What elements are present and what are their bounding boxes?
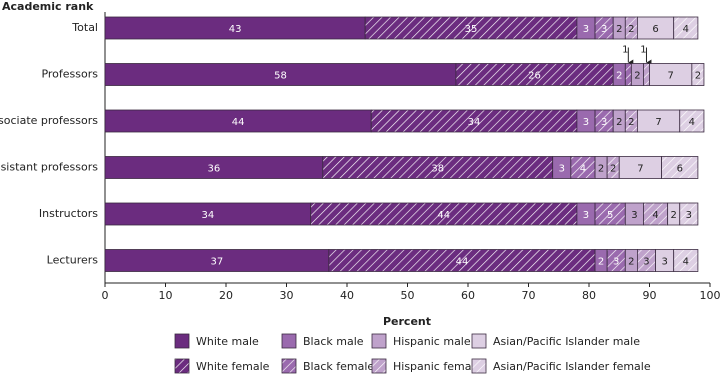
data-label: 3 [583, 24, 589, 35]
y-tick-label: Total [71, 21, 98, 34]
y-tick-label: Professors [41, 68, 98, 81]
data-label: 5 [607, 210, 613, 221]
x-tick-label: 60 [461, 289, 475, 302]
data-label: 3 [686, 210, 692, 221]
data-label: 44 [456, 257, 469, 268]
data-label: 7 [637, 164, 643, 175]
data-label: 26 [528, 71, 541, 82]
data-label: 3 [583, 210, 589, 221]
data-label: 36 [208, 164, 221, 175]
data-label: 2 [598, 257, 604, 268]
x-tick-label: 100 [700, 289, 720, 302]
data-label: 4 [689, 117, 695, 128]
data-label: 1 [640, 45, 646, 56]
data-label: 38 [431, 164, 444, 175]
bar-segment [691, 63, 705, 86]
x-tick-label: 80 [582, 289, 596, 302]
data-label: 37 [211, 257, 224, 268]
x-tick-label: 0 [102, 289, 109, 302]
data-label: 1 [622, 45, 628, 56]
legend-swatch [371, 333, 387, 349]
data-label: 3 [661, 257, 667, 268]
x-tick-label: 50 [401, 289, 415, 302]
legend-label: Hispanic male [393, 335, 471, 348]
data-label: 7 [667, 71, 673, 82]
legend-swatch [174, 358, 190, 374]
bar-segment [661, 156, 699, 179]
bar-segment [673, 249, 699, 272]
data-label: 3 [601, 24, 607, 35]
data-label: 2 [616, 24, 622, 35]
x-tick-label: 10 [159, 289, 173, 302]
data-label: 2 [616, 117, 622, 128]
data-label: 6 [652, 24, 658, 35]
data-label: 2 [628, 24, 634, 35]
data-label: 3 [559, 164, 565, 175]
data-label: 3 [643, 257, 649, 268]
legend-label: Black female [303, 360, 374, 373]
legend-label: Black male [303, 335, 364, 348]
y-tick-label: Instructors [39, 207, 98, 220]
legend-label: Hispanic female [393, 360, 482, 373]
legend-swatch [471, 333, 487, 349]
data-label: 43 [229, 24, 242, 35]
data-label: 3 [613, 257, 619, 268]
y-tick-label: Assistant professors [0, 161, 98, 174]
legend-swatch [471, 358, 487, 374]
x-tick-label: 70 [522, 289, 536, 302]
data-label: 44 [437, 210, 450, 221]
data-label: 7 [655, 117, 661, 128]
data-label: 3 [583, 117, 589, 128]
data-label: 34 [468, 117, 481, 128]
data-label: 4 [683, 257, 689, 268]
bar-segment [679, 202, 699, 226]
x-tick-label: 30 [280, 289, 294, 302]
y-axis-title: Academic rank [2, 0, 94, 13]
bar-segment [643, 63, 650, 86]
data-label: 35 [465, 24, 478, 35]
data-label: 34 [201, 210, 214, 221]
legend-swatch [371, 358, 387, 374]
legend-swatch [281, 333, 297, 349]
y-tick-label: Associate professors [0, 114, 98, 127]
bar-segment [673, 16, 699, 40]
data-label: 2 [695, 71, 701, 82]
legend-swatch [174, 333, 190, 349]
data-label: 2 [628, 257, 634, 268]
legend-swatch [281, 358, 297, 374]
data-label: 2 [671, 210, 677, 221]
bar-segment [624, 63, 632, 86]
data-label: 2 [598, 164, 604, 175]
data-label: 4 [652, 210, 658, 221]
legend-label: White female [196, 360, 270, 373]
data-label: 4 [580, 164, 586, 175]
data-label: 4 [683, 24, 689, 35]
x-axis-title: Percent [383, 315, 431, 328]
x-tick-label: 20 [219, 289, 233, 302]
data-label: 2 [616, 71, 622, 82]
data-label: 58 [274, 71, 287, 82]
data-label: 3 [601, 117, 607, 128]
legend-label: Asian/Pacific Islander male [493, 335, 640, 348]
bar-segment [679, 109, 705, 133]
data-label: 6 [677, 164, 683, 175]
data-label: 2 [634, 71, 640, 82]
data-label: 3 [631, 210, 637, 221]
legend-label: Asian/Pacific Islander female [493, 360, 651, 373]
legend-label: White male [196, 335, 259, 348]
y-tick-label: Lecturers [47, 254, 99, 267]
x-tick-label: 90 [643, 289, 657, 302]
data-label: 2 [628, 117, 634, 128]
data-label: 2 [610, 164, 616, 175]
x-tick-label: 40 [340, 289, 354, 302]
data-label: 44 [232, 117, 245, 128]
